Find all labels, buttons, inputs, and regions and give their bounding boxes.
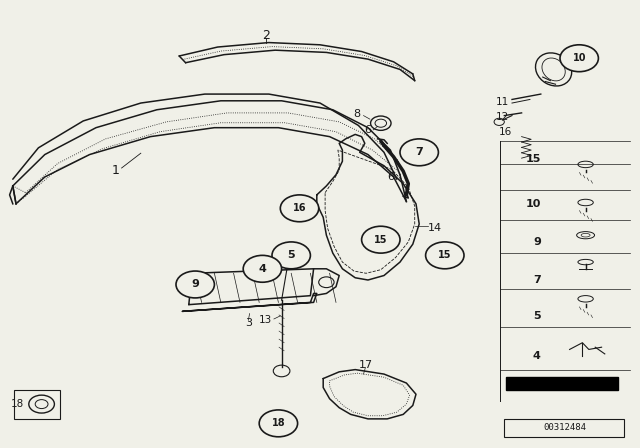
- Text: 9: 9: [191, 280, 199, 289]
- Circle shape: [259, 410, 298, 437]
- Text: 6: 6: [365, 125, 371, 135]
- Text: 1: 1: [111, 164, 119, 177]
- Text: 00312484: 00312484: [543, 423, 586, 432]
- Text: 15: 15: [525, 154, 541, 164]
- Circle shape: [560, 45, 598, 72]
- Text: 9: 9: [533, 237, 541, 247]
- Text: 5: 5: [287, 250, 295, 260]
- Text: 6: 6: [387, 172, 394, 182]
- FancyBboxPatch shape: [14, 390, 60, 419]
- Circle shape: [426, 242, 464, 269]
- Text: 7: 7: [415, 147, 423, 157]
- Text: 17: 17: [358, 360, 372, 370]
- Text: 5: 5: [533, 311, 541, 321]
- Text: 16: 16: [499, 127, 512, 137]
- Text: 7: 7: [533, 275, 541, 285]
- Text: 13: 13: [259, 315, 272, 325]
- Text: 4: 4: [259, 264, 266, 274]
- Text: 18: 18: [12, 399, 24, 409]
- Text: 3: 3: [245, 318, 252, 327]
- Text: 2: 2: [262, 29, 269, 43]
- Circle shape: [362, 226, 400, 253]
- Text: 12: 12: [495, 112, 509, 122]
- Text: 14: 14: [428, 224, 442, 233]
- Bar: [506, 377, 618, 390]
- Circle shape: [280, 195, 319, 222]
- Text: 10: 10: [525, 199, 541, 209]
- Text: 15: 15: [438, 250, 452, 260]
- Circle shape: [243, 255, 282, 282]
- Circle shape: [272, 242, 310, 269]
- Text: 10: 10: [572, 53, 586, 63]
- Text: 11: 11: [495, 97, 509, 107]
- Text: 16: 16: [292, 203, 307, 213]
- Circle shape: [176, 271, 214, 298]
- Text: 8: 8: [353, 109, 361, 119]
- Circle shape: [400, 139, 438, 166]
- Text: 15: 15: [374, 235, 388, 245]
- Bar: [504, 419, 624, 437]
- Text: 4: 4: [533, 351, 541, 361]
- Text: 18: 18: [271, 418, 285, 428]
